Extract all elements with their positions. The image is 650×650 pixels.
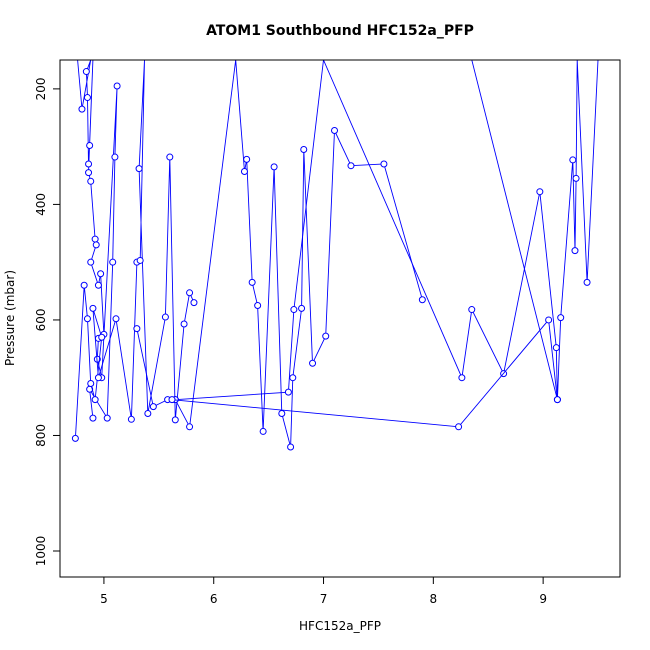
series-line-5 bbox=[171, 60, 558, 428]
data-point bbox=[98, 333, 106, 341]
data-point bbox=[78, 105, 86, 113]
data-point bbox=[289, 374, 297, 382]
data-point bbox=[180, 320, 188, 328]
data-point bbox=[298, 304, 306, 312]
data-point bbox=[89, 304, 97, 312]
data-point bbox=[127, 415, 135, 423]
data-point bbox=[240, 167, 248, 175]
data-point bbox=[80, 281, 88, 289]
y-tick-label: 400 bbox=[34, 193, 48, 216]
data-point bbox=[300, 146, 308, 154]
data-point bbox=[468, 306, 476, 314]
data-point bbox=[571, 247, 579, 255]
data-point bbox=[171, 416, 179, 424]
data-point bbox=[87, 379, 95, 387]
series-line-4 bbox=[175, 60, 599, 401]
x-tick-label: 5 bbox=[100, 592, 108, 606]
x-tick-label: 7 bbox=[320, 592, 328, 606]
series-line-3 bbox=[136, 60, 423, 448]
data-point bbox=[89, 414, 97, 422]
data-point bbox=[144, 410, 152, 418]
data-point bbox=[248, 278, 256, 286]
data-point bbox=[86, 141, 94, 149]
data-point bbox=[186, 423, 194, 431]
y-tick-label: 200 bbox=[34, 77, 48, 100]
data-point bbox=[380, 160, 388, 168]
data-point bbox=[536, 188, 544, 196]
y-tick-label: 1000 bbox=[34, 536, 48, 567]
data-point bbox=[287, 443, 295, 451]
data-point bbox=[92, 241, 100, 249]
data-point bbox=[331, 126, 339, 134]
data-point bbox=[166, 153, 174, 161]
data-point bbox=[91, 235, 99, 243]
data-point bbox=[254, 302, 262, 310]
data-point bbox=[569, 156, 577, 164]
data-point bbox=[572, 174, 580, 182]
data-point bbox=[135, 165, 143, 173]
data-point bbox=[85, 160, 93, 168]
data-point bbox=[583, 278, 591, 286]
data-point bbox=[545, 316, 553, 324]
data-point bbox=[83, 315, 91, 323]
data-point bbox=[418, 296, 426, 304]
y-tick-label: 600 bbox=[34, 308, 48, 331]
data-point bbox=[186, 289, 194, 297]
data-point bbox=[290, 306, 298, 314]
plot-area bbox=[71, 60, 599, 451]
data-point bbox=[71, 434, 79, 442]
data-point bbox=[278, 410, 286, 418]
data-point bbox=[94, 281, 102, 289]
x-axis-label: HFC152a_PFP bbox=[299, 619, 381, 633]
data-point bbox=[149, 403, 157, 411]
data-point bbox=[136, 256, 144, 264]
data-point bbox=[103, 414, 111, 422]
data-point bbox=[91, 396, 99, 404]
x-axis: 5 6 7 8 9 bbox=[100, 576, 547, 606]
data-point bbox=[270, 163, 278, 171]
data-point bbox=[190, 299, 198, 307]
x-tick-label: 9 bbox=[539, 592, 547, 606]
data-point bbox=[113, 82, 121, 90]
data-point bbox=[309, 359, 317, 367]
data-point bbox=[455, 423, 463, 431]
data-point bbox=[259, 427, 267, 435]
data-point bbox=[82, 68, 90, 76]
data-point bbox=[97, 270, 105, 278]
data-point bbox=[161, 313, 169, 321]
data-point bbox=[552, 344, 560, 352]
data-point bbox=[94, 374, 102, 382]
chart-title: ATOM1 Southbound HFC152a_PFP bbox=[206, 23, 474, 39]
data-point bbox=[243, 155, 251, 163]
data-point bbox=[322, 332, 330, 340]
data-point bbox=[553, 396, 561, 404]
data-point bbox=[111, 153, 119, 161]
y-axis-label: Pressure (mbar) bbox=[3, 270, 17, 366]
data-point bbox=[83, 94, 91, 102]
x-tick-label: 6 bbox=[210, 592, 218, 606]
data-point bbox=[557, 314, 565, 322]
data-point bbox=[347, 162, 355, 170]
y-axis: 200 400 600 800 1000 bbox=[34, 77, 61, 567]
data-point bbox=[284, 388, 292, 396]
x-tick-label: 8 bbox=[430, 592, 438, 606]
y-tick-label: 800 bbox=[34, 424, 48, 447]
data-point bbox=[87, 258, 95, 266]
data-point bbox=[109, 258, 117, 266]
data-point bbox=[458, 374, 466, 382]
data-point bbox=[87, 177, 95, 185]
data-point bbox=[85, 169, 93, 177]
data-point bbox=[112, 315, 120, 323]
data-point bbox=[133, 325, 141, 333]
data-point bbox=[168, 396, 176, 404]
